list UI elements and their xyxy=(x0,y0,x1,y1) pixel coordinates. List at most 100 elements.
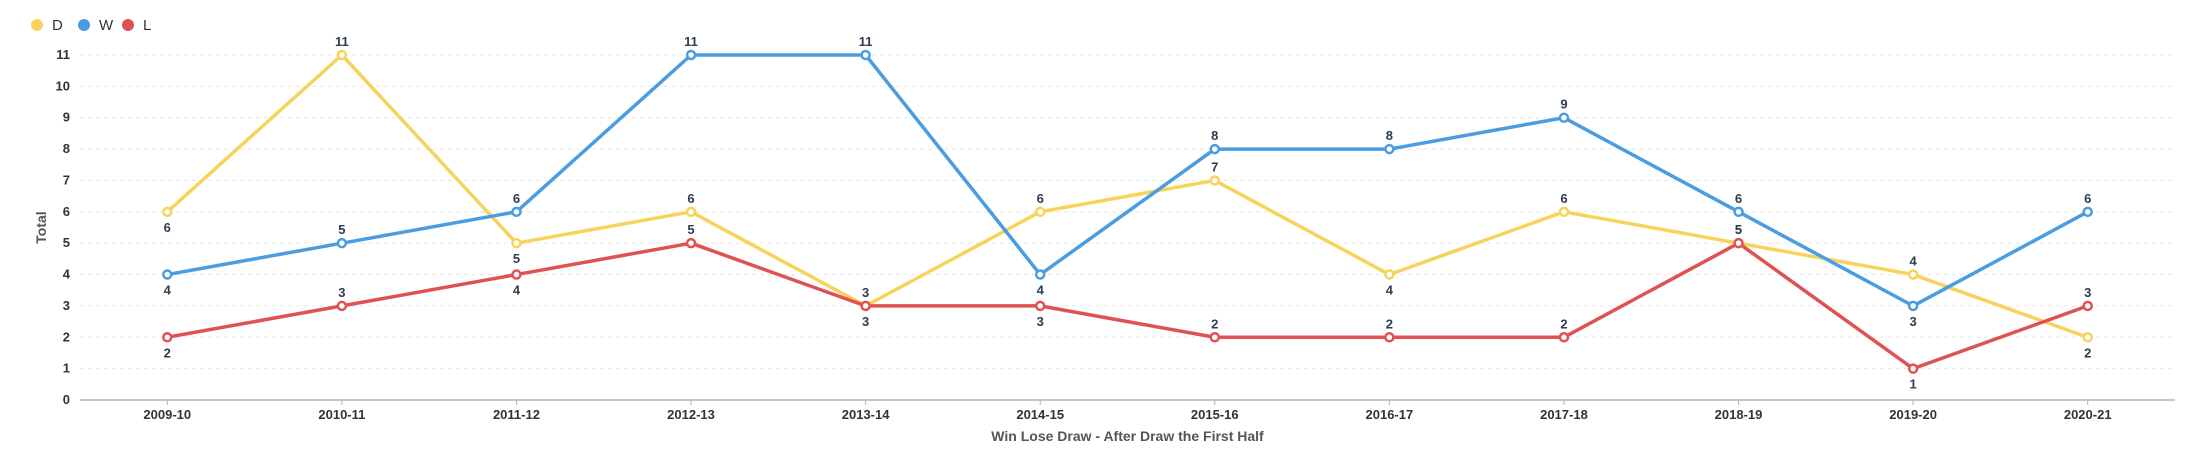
data-point-L[interactable] xyxy=(336,300,348,312)
data-point-L[interactable] xyxy=(1209,332,1221,343)
data-point-D[interactable] xyxy=(1384,269,1395,280)
data-point-D[interactable] xyxy=(162,206,173,218)
y-axis-title: Total xyxy=(33,211,49,243)
data-point-W[interactable] xyxy=(1733,206,1744,218)
y-tick-label: 4 xyxy=(63,267,71,282)
x-tick-label: 2013-14 xyxy=(842,407,890,422)
data-point-L[interactable] xyxy=(860,300,871,312)
data-label-W: 11 xyxy=(684,34,698,49)
data-point-D[interactable] xyxy=(685,206,697,218)
data-label-W: 4 xyxy=(1037,283,1045,298)
data-point-L[interactable] xyxy=(685,237,697,249)
legend-item-L[interactable]: L xyxy=(122,17,151,34)
data-point-L[interactable] xyxy=(511,269,522,280)
y-tick-label: 0 xyxy=(63,392,70,407)
data-point-D[interactable] xyxy=(1034,206,1046,218)
series-line-L[interactable] xyxy=(165,241,2090,371)
data-label-D: 5 xyxy=(513,251,520,266)
data-label-D: 6 xyxy=(687,191,694,206)
x-tick-label: 2014-15 xyxy=(1016,407,1064,422)
data-point-W[interactable] xyxy=(2082,206,2093,218)
legend-label-D: D xyxy=(52,17,63,34)
data-point-D[interactable] xyxy=(1907,269,1919,280)
axes: 0 1 2 3 4 5 6 7 8 9 10 11 2009-10 2010-11 2011-12 2012-… xyxy=(56,47,2175,422)
data-point-W[interactable] xyxy=(860,49,871,61)
data-point-L[interactable] xyxy=(2082,300,2093,312)
series xyxy=(162,49,2093,374)
data-point-W[interactable] xyxy=(1907,300,1919,312)
data-point-D[interactable] xyxy=(1209,175,1221,186)
data-point-D[interactable] xyxy=(2082,332,2093,343)
data-point-L[interactable] xyxy=(1907,363,1919,374)
data-point-L[interactable] xyxy=(1558,332,1570,343)
data-label-W: 8 xyxy=(1386,128,1393,143)
series-line-D[interactable] xyxy=(165,53,2090,340)
legend-marker-L xyxy=(122,19,134,31)
y-tick-label: 3 xyxy=(63,298,70,313)
data-label-D: 4 xyxy=(1910,254,1918,269)
data-label-L: 2 xyxy=(1211,316,1218,331)
data-label-W: 3 xyxy=(1910,314,1917,329)
x-tick-label: 2016-17 xyxy=(1366,407,1414,422)
legend-item-W[interactable]: W xyxy=(78,17,114,34)
series-line-W[interactable] xyxy=(165,53,2090,308)
x-tick-label: 2012-13 xyxy=(667,407,715,422)
data-point-W[interactable] xyxy=(1384,143,1395,155)
y-tick-label: 5 xyxy=(63,235,70,250)
data-point-W[interactable] xyxy=(1034,269,1046,280)
data-label-W: 9 xyxy=(1560,97,1567,112)
data-label-L: 3 xyxy=(862,285,869,300)
data-point-W[interactable] xyxy=(162,269,173,280)
y-tick-label: 10 xyxy=(56,78,70,93)
legend-marker-D xyxy=(31,19,43,31)
data-label-D: 4 xyxy=(1386,283,1394,298)
data-label-L: 3 xyxy=(1037,314,1044,329)
x-tick-label: 2011-12 xyxy=(493,407,540,422)
data-point-L[interactable] xyxy=(1034,300,1046,312)
data-point-W[interactable] xyxy=(1209,143,1221,155)
data-point-D[interactable] xyxy=(1558,206,1570,218)
data-point-L[interactable] xyxy=(1733,237,1744,249)
y-tick-label: 7 xyxy=(63,172,70,187)
legend-label-W: W xyxy=(99,17,114,34)
data-point-L[interactable] xyxy=(1384,332,1395,343)
data-point-D[interactable] xyxy=(511,237,522,249)
data-label-W: 6 xyxy=(2084,191,2091,206)
data-label-W: 4 xyxy=(164,283,172,298)
data-point-L[interactable] xyxy=(162,332,173,343)
data-label-W: 11 xyxy=(859,34,873,49)
data-label-D: 6 xyxy=(164,220,171,235)
y-tick-label: 8 xyxy=(63,141,70,156)
data-label-L: 5 xyxy=(687,222,694,237)
data-label-D: 5 xyxy=(1735,222,1742,237)
y-tick-label: 2 xyxy=(63,329,70,344)
data-point-D[interactable] xyxy=(336,49,348,61)
data-point-W[interactable] xyxy=(336,237,348,249)
x-tick-label: 2018-19 xyxy=(1715,407,1763,422)
data-point-W[interactable] xyxy=(511,206,522,218)
legend-item-D[interactable]: D xyxy=(31,17,63,34)
data-label-W: 6 xyxy=(1735,191,1742,206)
data-label-D: 3 xyxy=(862,314,869,329)
data-label-W: 5 xyxy=(338,222,345,237)
data-label-W: 8 xyxy=(1211,128,1218,143)
x-tick-label: 2015-16 xyxy=(1191,407,1239,422)
x-tick-label: 2009-10 xyxy=(143,407,191,422)
x-axis-title: Win Lose Draw - After Draw the First Hal… xyxy=(991,428,1264,444)
data-point-W[interactable] xyxy=(685,49,697,61)
legend-marker-W xyxy=(78,19,90,31)
data-label-D: 6 xyxy=(1560,191,1567,206)
y-tick-label: 1 xyxy=(63,361,70,376)
y-tick-label: 11 xyxy=(56,47,70,62)
data-label-D: 2 xyxy=(2084,345,2091,360)
x-tick-label: 2017-18 xyxy=(1540,407,1588,422)
data-label-L: 3 xyxy=(2084,285,2091,300)
data-point-W[interactable] xyxy=(1558,112,1570,123)
legend-label-L: L xyxy=(143,17,151,34)
data-label-L: 5 xyxy=(1735,222,1742,237)
data-label-L: 1 xyxy=(1910,377,1917,392)
